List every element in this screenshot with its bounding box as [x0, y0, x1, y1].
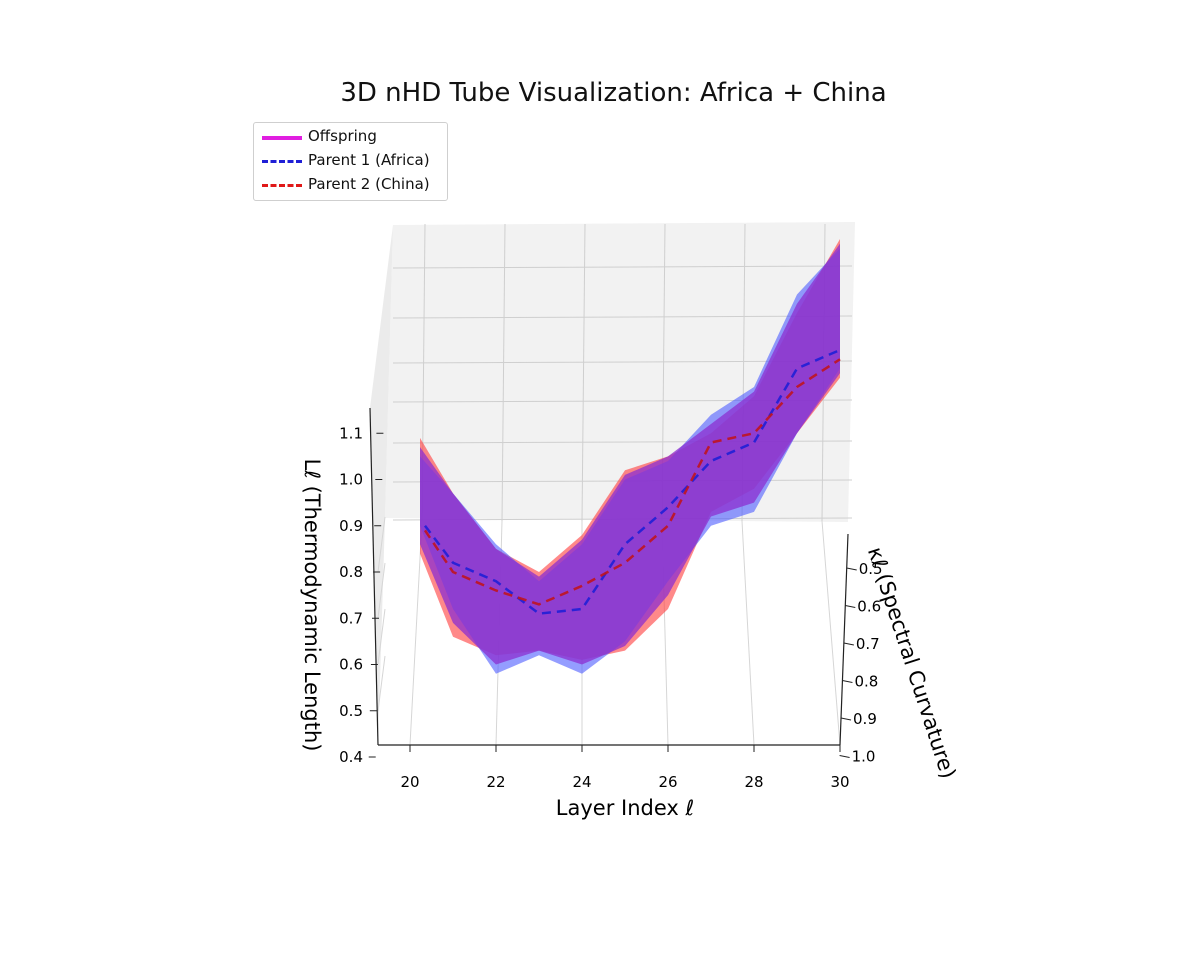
legend-label-offspring: Offspring — [308, 127, 377, 145]
x-tick-label: 24 — [572, 773, 591, 791]
grid-line-floor — [821, 520, 841, 746]
axes — [369, 407, 849, 746]
z-tick-label: 0.5 — [339, 702, 363, 720]
grid-line-side — [377, 562, 386, 619]
z-tick-label: 0.9 — [339, 517, 363, 535]
x-tick-label: 30 — [830, 773, 849, 791]
grid-line-x — [581, 223, 586, 522]
legend-item-parent-1: Parent 1 (Africa) — [254, 150, 447, 172]
legend-swatch-offspring — [262, 136, 302, 140]
x-tick-label: 26 — [658, 773, 677, 791]
x-tick-label: 28 — [744, 773, 763, 791]
line-parent-2-china — [423, 358, 841, 606]
chart-title: 3D nHD Tube Visualization: Africa + Chin… — [340, 78, 887, 108]
z-axis-line — [369, 407, 379, 746]
side-pane — [370, 225, 393, 745]
tick-labels: 20 22 24 26 28 30 0.4 0.5 0.6 0.7 0.8 0.9 1.0 1.1 0.5 0… — [339, 424, 882, 791]
z-tick-label: 0.8 — [339, 563, 363, 581]
grid-line-back — [392, 315, 853, 319]
z-tick-label: 0.6 — [339, 656, 363, 674]
center-lines — [423, 348, 841, 615]
tubes — [420, 239, 840, 674]
y-tick — [840, 717, 852, 721]
legend-label-parent-1: Parent 1 (Africa) — [308, 151, 430, 169]
z-axis-label: Lℓ (Thermodynamic Length) — [300, 459, 324, 752]
grid-line-side — [377, 516, 386, 573]
legend: Offspring Parent 1 (Africa) Parent 2 (Ch… — [253, 122, 448, 201]
legend-item-parent-2: Parent 2 (China) — [254, 174, 447, 196]
x-tick-label: 22 — [486, 773, 505, 791]
grid-line-back — [392, 265, 853, 269]
grid-line-floor — [409, 520, 423, 746]
legend-swatch-parent-2 — [262, 184, 302, 187]
y-axis-label: κℓ (Spectral Curvature) — [863, 544, 961, 782]
grid-line-floor — [741, 520, 755, 746]
legend-item-offspring: Offspring — [254, 126, 447, 148]
y-tick-label: 0.7 — [856, 635, 880, 653]
z-tick-label: 1.1 — [339, 424, 363, 442]
z-tick-label: 0.7 — [339, 609, 363, 627]
y-tick — [842, 680, 853, 683]
legend-label-parent-2: Parent 2 (China) — [308, 175, 430, 193]
tube-offspring — [420, 243, 840, 665]
grid-line-x — [501, 223, 506, 522]
y-tick — [843, 642, 854, 646]
x-axis-label: Layer Index ℓ — [556, 796, 694, 820]
grid-line-side — [377, 655, 386, 712]
y-tick-label: 0.8 — [854, 673, 878, 691]
y-axis-line — [839, 533, 849, 746]
grid-line-side — [377, 608, 386, 665]
legend-swatch-parent-1 — [262, 160, 302, 163]
y-tick — [845, 605, 856, 608]
x-tick-label: 20 — [400, 773, 419, 791]
y-tick-label: 0.6 — [857, 598, 881, 616]
y-tick — [839, 755, 850, 758]
y-tick-label: 1.0 — [852, 748, 876, 766]
y-tick — [846, 567, 857, 571]
y-tick-label: 0.9 — [853, 710, 877, 728]
z-tick-label: 1.0 — [339, 471, 363, 489]
line-parent-1-africa — [424, 348, 841, 615]
z-tick-label: 0.4 — [339, 748, 363, 766]
y-tick-label: 0.5 — [859, 560, 883, 578]
